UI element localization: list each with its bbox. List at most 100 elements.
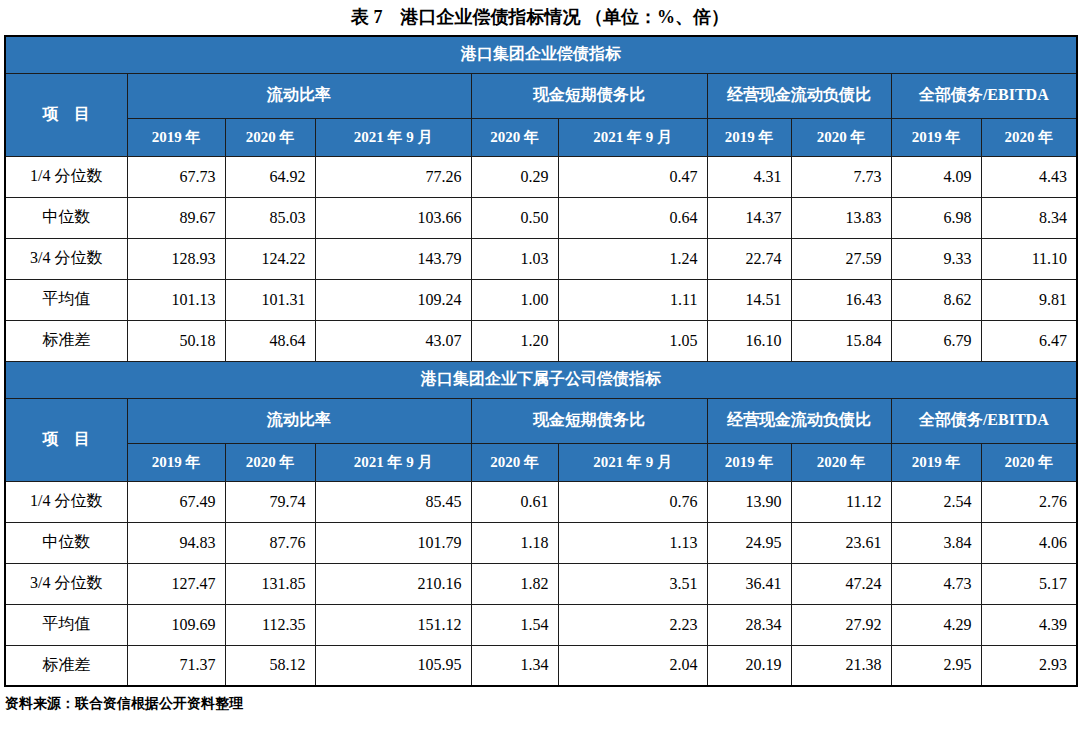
value-cell: 22.74 — [707, 238, 791, 279]
value-cell: 5.17 — [981, 563, 1077, 604]
group-current-ratio: 流动比率 — [127, 73, 471, 118]
value-cell: 101.79 — [315, 522, 471, 563]
year-header: 2020 年 — [471, 443, 558, 481]
year-header: 2021 年 9 月 — [558, 118, 707, 156]
value-cell: 58.12 — [225, 645, 315, 686]
group-cash-short-term-debt: 现金短期债务比 — [471, 398, 707, 443]
value-cell: 128.93 — [127, 238, 225, 279]
value-cell: 1.05 — [558, 320, 707, 361]
group-header-row: 项 目 流动比率 现金短期债务比 经营现金流动负债比 全部债务/EBITDA — [5, 398, 1077, 443]
value-cell: 14.51 — [707, 279, 791, 320]
value-cell: 0.47 — [558, 156, 707, 197]
year-header: 2021 年 9 月 — [315, 443, 471, 481]
table-row: 3/4 分位数 127.47 131.85 210.16 1.82 3.51 3… — [5, 563, 1077, 604]
value-cell: 13.90 — [707, 481, 791, 522]
value-cell: 9.81 — [981, 279, 1077, 320]
value-cell: 20.19 — [707, 645, 791, 686]
group-ocf-current-liabilities: 经营现金流动负债比 — [707, 73, 891, 118]
year-header: 2020 年 — [791, 118, 891, 156]
value-cell: 2.93 — [981, 645, 1077, 686]
value-cell: 4.09 — [891, 156, 981, 197]
value-cell: 1.20 — [471, 320, 558, 361]
value-cell: 6.47 — [981, 320, 1077, 361]
data-source-note: 资料来源：联合资信根据公开资料整理 — [4, 687, 1076, 713]
item-column-header: 项 目 — [5, 73, 127, 156]
value-cell: 9.33 — [891, 238, 981, 279]
year-header: 2020 年 — [225, 443, 315, 481]
value-cell: 11.12 — [791, 481, 891, 522]
value-cell: 0.76 — [558, 481, 707, 522]
value-cell: 47.24 — [791, 563, 891, 604]
year-header: 2020 年 — [791, 443, 891, 481]
value-cell: 3.51 — [558, 563, 707, 604]
value-cell: 50.18 — [127, 320, 225, 361]
value-cell: 1.34 — [471, 645, 558, 686]
group-total-debt-ebitda: 全部债务/EBITDA — [891, 398, 1077, 443]
value-cell: 103.66 — [315, 197, 471, 238]
row-label: 中位数 — [5, 522, 127, 563]
value-cell: 1.00 — [471, 279, 558, 320]
section-header-row: 港口集团企业偿债指标 — [5, 36, 1077, 73]
table-row: 中位数 89.67 85.03 103.66 0.50 0.64 14.37 1… — [5, 197, 1077, 238]
value-cell: 6.79 — [891, 320, 981, 361]
value-cell: 71.37 — [127, 645, 225, 686]
value-cell: 101.31 — [225, 279, 315, 320]
group-header-row: 项 目 流动比率 现金短期债务比 经营现金流动负债比 全部债务/EBITDA — [5, 73, 1077, 118]
value-cell: 4.43 — [981, 156, 1077, 197]
value-cell: 101.13 — [127, 279, 225, 320]
value-cell: 77.26 — [315, 156, 471, 197]
table-row: 3/4 分位数 128.93 124.22 143.79 1.03 1.24 2… — [5, 238, 1077, 279]
value-cell: 67.49 — [127, 481, 225, 522]
row-label: 1/4 分位数 — [5, 156, 127, 197]
table-row: 中位数 94.83 87.76 101.79 1.18 1.13 24.95 2… — [5, 522, 1077, 563]
value-cell: 109.24 — [315, 279, 471, 320]
year-header: 2019 年 — [127, 118, 225, 156]
value-cell: 6.98 — [891, 197, 981, 238]
year-header: 2019 年 — [891, 118, 981, 156]
value-cell: 0.50 — [471, 197, 558, 238]
value-cell: 1.13 — [558, 522, 707, 563]
value-cell: 2.23 — [558, 604, 707, 645]
value-cell: 16.43 — [791, 279, 891, 320]
table-title: 表 7 港口企业偿债指标情况 （单位：%、倍） — [4, 0, 1076, 35]
value-cell: 94.83 — [127, 522, 225, 563]
year-header: 2020 年 — [981, 118, 1077, 156]
value-cell: 210.16 — [315, 563, 471, 604]
value-cell: 2.76 — [981, 481, 1077, 522]
value-cell: 1.24 — [558, 238, 707, 279]
item-column-header: 项 目 — [5, 398, 127, 481]
value-cell: 87.76 — [225, 522, 315, 563]
value-cell: 0.64 — [558, 197, 707, 238]
value-cell: 105.95 — [315, 645, 471, 686]
value-cell: 28.34 — [707, 604, 791, 645]
value-cell: 1.54 — [471, 604, 558, 645]
value-cell: 15.84 — [791, 320, 891, 361]
row-label: 中位数 — [5, 197, 127, 238]
year-header: 2021 年 9 月 — [315, 118, 471, 156]
year-header-row: 2019 年 2020 年 2021 年 9 月 2020 年 2021 年 9… — [5, 443, 1077, 481]
value-cell: 85.45 — [315, 481, 471, 522]
row-label: 标准差 — [5, 645, 127, 686]
value-cell: 0.61 — [471, 481, 558, 522]
value-cell: 36.41 — [707, 563, 791, 604]
table-row: 1/4 分位数 67.73 64.92 77.26 0.29 0.47 4.31… — [5, 156, 1077, 197]
section-header-row: 港口集团企业下属子公司偿债指标 — [5, 361, 1077, 398]
value-cell: 4.31 — [707, 156, 791, 197]
value-cell: 67.73 — [127, 156, 225, 197]
year-header: 2019 年 — [891, 443, 981, 481]
value-cell: 109.69 — [127, 604, 225, 645]
value-cell: 24.95 — [707, 522, 791, 563]
value-cell: 4.29 — [891, 604, 981, 645]
value-cell: 79.74 — [225, 481, 315, 522]
row-label: 3/4 分位数 — [5, 563, 127, 604]
group-total-debt-ebitda: 全部债务/EBITDA — [891, 73, 1077, 118]
value-cell: 16.10 — [707, 320, 791, 361]
year-header: 2020 年 — [225, 118, 315, 156]
value-cell: 4.06 — [981, 522, 1077, 563]
year-header: 2021 年 9 月 — [558, 443, 707, 481]
value-cell: 112.35 — [225, 604, 315, 645]
value-cell: 151.12 — [315, 604, 471, 645]
row-label: 3/4 分位数 — [5, 238, 127, 279]
value-cell: 89.67 — [127, 197, 225, 238]
value-cell: 127.47 — [127, 563, 225, 604]
